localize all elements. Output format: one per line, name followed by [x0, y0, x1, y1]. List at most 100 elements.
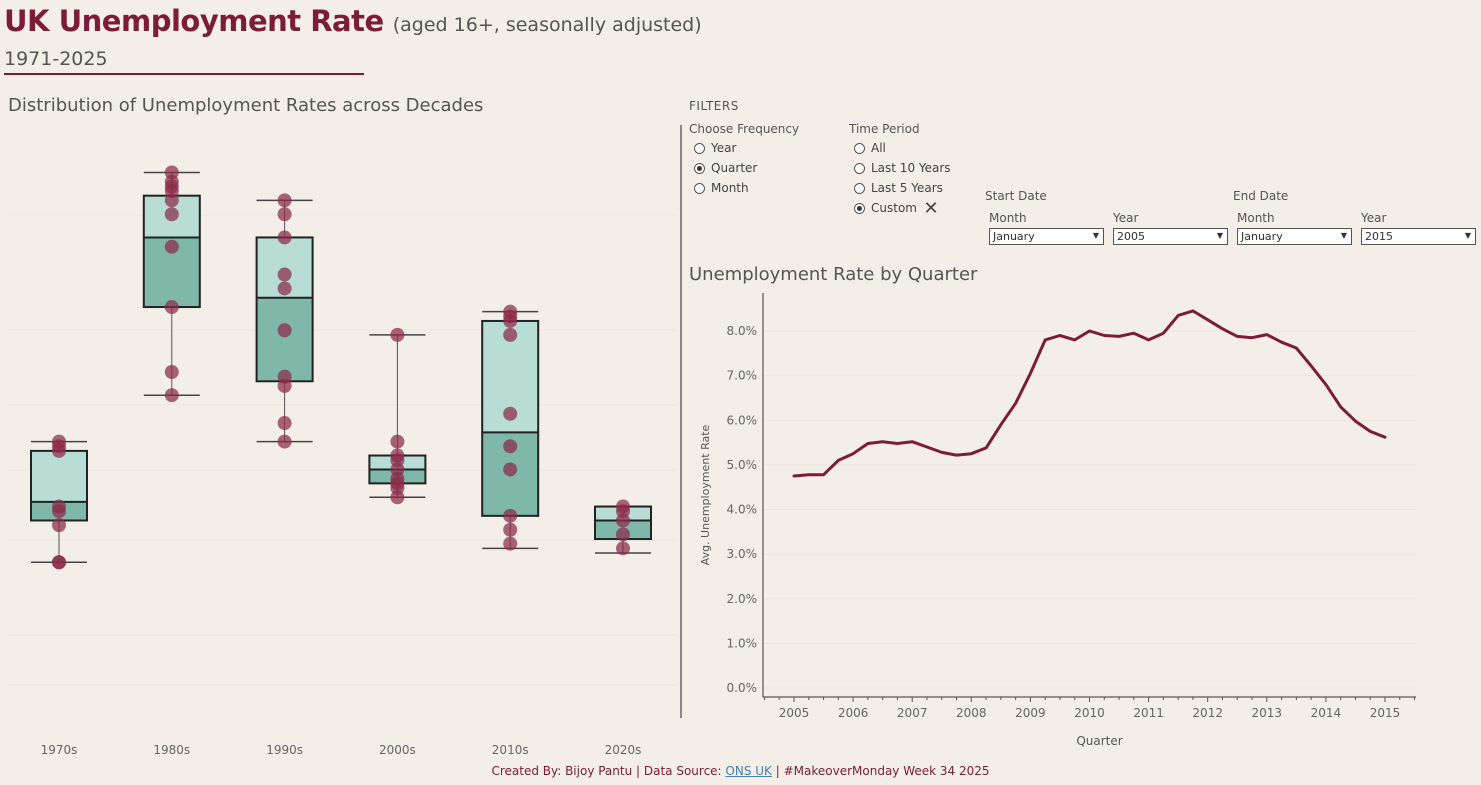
footer-suffix: | #MakeoverMonday Week 34 2025	[771, 764, 990, 778]
data-point	[503, 522, 518, 537]
period-radio-last-5-years[interactable]: Last 5 Years	[854, 181, 943, 195]
y-tick-label: 7.0%	[727, 369, 758, 383]
data-point	[164, 365, 179, 379]
category-label: 2000s	[379, 743, 416, 757]
data-point	[277, 193, 292, 208]
x-tick-label: 2010	[1074, 706, 1105, 720]
data-point	[390, 327, 405, 342]
radio-label: Month	[711, 181, 749, 195]
filters-title: FILTERS	[689, 99, 739, 113]
radio-circle-icon	[854, 142, 865, 154]
x-tick-label: 2007	[897, 706, 928, 720]
start-year-select[interactable]: 2005 ▼	[1113, 228, 1228, 245]
data-point	[503, 406, 518, 421]
start-month-select[interactable]: January ▼	[989, 228, 1104, 245]
x-axis-title: Quarter	[1076, 734, 1122, 748]
radio-label: Year	[711, 141, 737, 155]
end-date-label: End Date	[1233, 189, 1289, 203]
data-point	[616, 527, 630, 542]
x-tick-label: 2006	[838, 706, 869, 720]
radio-circle-icon	[694, 182, 705, 194]
data-point	[503, 327, 518, 342]
end-month-select[interactable]: January ▼	[1237, 228, 1352, 245]
radio-label: All	[871, 141, 886, 155]
y-tick-label: 6.0%	[727, 413, 758, 427]
radio-label: Custom	[871, 201, 917, 215]
y-tick-label: 8.0%	[727, 324, 758, 338]
radio-circle-icon	[854, 182, 865, 194]
start-year-label: Year	[1113, 211, 1139, 225]
data-point	[616, 499, 630, 514]
y-tick-label: 4.0%	[727, 503, 758, 517]
radio-label: Last 5 Years	[871, 181, 943, 195]
x-tick-label: 2014	[1311, 706, 1342, 720]
end-year-label: Year	[1361, 211, 1387, 225]
x-tick-label: 2008	[956, 706, 987, 720]
source-link[interactable]: ONS UK	[725, 764, 772, 778]
x-tick-label: 2011	[1133, 706, 1164, 720]
end-year-value: 2015	[1365, 230, 1393, 243]
box-2020s	[594, 499, 652, 556]
box-2010s	[481, 304, 540, 551]
boxplot-title: Distribution of Unemployment Rates acros…	[8, 95, 484, 116]
data-point	[277, 267, 292, 282]
start-date-label: Start Date	[985, 189, 1047, 203]
data-point	[164, 300, 179, 315]
chevron-down-icon: ▼	[1340, 231, 1347, 240]
data-point	[503, 508, 518, 523]
radio-label: Quarter	[711, 161, 758, 175]
title-subtitle: (aged 16+, seasonally adjusted)	[392, 14, 702, 36]
clear-filter-icon[interactable]: ✕	[923, 198, 939, 219]
data-point	[277, 281, 292, 296]
line-chart: 0.0% 1.0% 2.0% 3.0% 4.0% 5.0% 6.0% 7.0% 8.0% 2005…	[699, 293, 1416, 748]
frequency-radio-quarter[interactable]: Quarter	[694, 161, 757, 175]
category-label: 1970s	[41, 743, 78, 757]
y-tick-label: 2.0%	[727, 592, 758, 606]
end-month-value: January	[1241, 230, 1283, 243]
chevron-down-icon: ▼	[1464, 231, 1471, 240]
frequency-radio-month[interactable]: Month	[694, 181, 749, 195]
period-radio-last-10-years[interactable]: Last 10 Years	[854, 161, 951, 175]
y-tick-label: 1.0%	[727, 636, 758, 650]
data-point	[164, 239, 179, 254]
boxplot-chart: 1970s 1980s 1990s 2000s 2010s 2020s	[8, 165, 675, 757]
data-point	[503, 462, 518, 477]
dashboard-title: UK Unemployment Rate (aged 16+, seasonal…	[4, 4, 702, 38]
data-point	[277, 416, 292, 431]
radio-circle-icon	[854, 162, 865, 174]
radio-circle-icon	[854, 202, 865, 214]
data-point	[52, 518, 66, 533]
y-tick-label: 5.0%	[727, 458, 758, 472]
data-point	[52, 499, 66, 514]
period-radio-all[interactable]: All	[854, 141, 886, 155]
box-1990s	[255, 193, 314, 449]
section-divider	[680, 125, 682, 718]
series-line	[792, 309, 1387, 478]
period-radio-custom[interactable]: Custom	[854, 201, 917, 215]
title-main: UK Unemployment Rate	[4, 4, 384, 38]
footer-prefix: Created By: Bijoy Pantu | Data Source:	[491, 764, 726, 778]
y-axis-title: Avg. Unemployment Rate	[699, 424, 712, 565]
data-point	[503, 304, 518, 319]
data-point	[503, 536, 518, 551]
frequency-radio-year[interactable]: Year	[694, 141, 736, 155]
start-month-value: January	[993, 230, 1035, 243]
x-tick-label: 2013	[1252, 706, 1283, 720]
end-year-select[interactable]: 2015 ▼	[1361, 228, 1476, 245]
frequency-label: Choose Frequency	[689, 122, 800, 136]
x-tick-label: 2015	[1370, 706, 1401, 720]
data-point	[164, 165, 179, 180]
category-label: 1980s	[153, 743, 190, 757]
chevron-down-icon: ▼	[1092, 231, 1099, 240]
data-point	[52, 434, 66, 449]
linechart-title: Unemployment Rate by Quarter	[689, 264, 978, 285]
year-range: 1971-2025	[4, 48, 108, 70]
y-tick-label: 3.0%	[727, 547, 758, 561]
radio-circle-icon	[694, 142, 705, 154]
x-tick-label: 2012	[1192, 706, 1223, 720]
data-point	[277, 434, 292, 449]
x-tick-label: 2009	[1015, 706, 1046, 720]
time-period-label: Time Period	[849, 122, 920, 136]
data-point	[277, 369, 292, 384]
category-label: 2020s	[605, 743, 642, 757]
